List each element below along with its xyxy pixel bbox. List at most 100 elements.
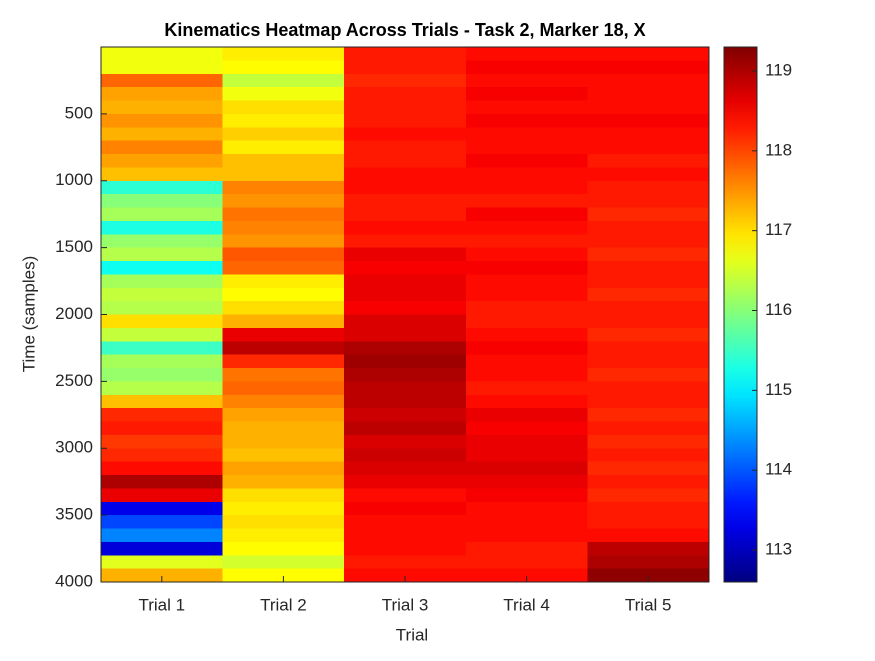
heatmap-cell <box>222 194 345 208</box>
heatmap-cell <box>101 100 224 115</box>
heatmap-cell <box>465 394 588 409</box>
x-tick-label: Trial 4 <box>503 595 550 614</box>
heatmap-cell <box>222 261 345 275</box>
heatmap-cell <box>344 261 467 275</box>
heatmap-cell <box>465 47 588 61</box>
heatmap-cell <box>101 341 224 356</box>
heatmap-cell <box>344 381 467 396</box>
heatmap-cell <box>344 354 467 369</box>
heatmap-cell <box>101 394 224 409</box>
heatmap-cell <box>465 287 588 302</box>
heatmap-cell <box>101 60 224 75</box>
heatmap-cell <box>587 528 710 543</box>
heatmap-cell <box>101 113 224 128</box>
heatmap-cell <box>344 515 467 529</box>
heatmap-cell <box>465 368 588 382</box>
heatmap-cell <box>465 220 588 235</box>
heatmap-cell <box>587 555 710 570</box>
heatmap-cell <box>222 100 345 115</box>
x-tick-label: Trial 5 <box>625 595 672 614</box>
heatmap-cell <box>222 528 345 543</box>
heatmap-cell <box>101 140 224 155</box>
heatmap-cell <box>101 247 224 262</box>
heatmap-cell <box>101 515 224 529</box>
heatmap-cell <box>101 327 224 342</box>
heatmap-cell <box>101 568 224 583</box>
colorbar-tick-label: 117 <box>765 220 792 239</box>
heatmap-cell <box>222 434 345 449</box>
heatmap-cell <box>587 60 710 75</box>
heatmap-cell <box>465 167 588 182</box>
heatmap-cell <box>465 87 588 101</box>
heatmap-cell <box>101 87 224 101</box>
heatmap-cell <box>222 87 345 101</box>
heatmap-cell <box>587 301 710 315</box>
heatmap-cell <box>222 167 345 182</box>
heatmap-cell <box>465 314 588 329</box>
heatmap-cell <box>344 421 467 436</box>
heatmap-cell <box>587 421 710 436</box>
heatmap-cell <box>344 194 467 208</box>
heatmap-cell <box>344 461 467 476</box>
heatmap-cell <box>344 47 467 61</box>
heatmap-cell <box>587 448 710 463</box>
heatmap-cell <box>465 127 588 142</box>
heatmap-cell <box>222 314 345 329</box>
heatmap-cell <box>465 180 588 195</box>
heatmap-cell <box>344 434 467 449</box>
heatmap-cell <box>344 368 467 382</box>
heatmap-cell <box>587 568 710 583</box>
heatmap-cell <box>222 220 345 235</box>
heatmap-cell <box>222 408 345 422</box>
heatmap-cell <box>101 301 224 315</box>
heatmap-cell <box>587 194 710 208</box>
heatmap-cell <box>587 47 710 61</box>
heatmap-cell <box>344 234 467 249</box>
heatmap-cell <box>101 528 224 543</box>
y-tick-label: 1000 <box>55 170 93 189</box>
heatmap-cell <box>222 301 345 315</box>
colorbar-tick-label: 116 <box>765 300 792 319</box>
heatmap-cell <box>587 100 710 115</box>
heatmap-cell <box>344 475 467 489</box>
heatmap-cell <box>344 541 467 556</box>
heatmap-cell <box>344 113 467 128</box>
heatmap-cell <box>101 448 224 463</box>
heatmap-cell <box>587 154 710 168</box>
heatmap-cell <box>465 113 588 128</box>
heatmap-cell <box>222 73 345 88</box>
heatmap-cell <box>587 488 710 503</box>
heatmap-cell <box>587 314 710 329</box>
heatmap-cell <box>465 247 588 262</box>
heatmap-cell <box>344 207 467 222</box>
heatmap-cell <box>222 287 345 302</box>
y-axis-label: Time (samples) <box>19 256 38 373</box>
heatmap-cell <box>101 555 224 570</box>
heatmap-cell <box>587 220 710 235</box>
heatmap-cell <box>101 434 224 449</box>
heatmap-cell <box>101 207 224 222</box>
heatmap-cell <box>465 207 588 222</box>
heatmap-cell <box>465 274 588 289</box>
heatmap-cell <box>101 488 224 503</box>
x-tick-label: Trial 2 <box>260 595 307 614</box>
heatmap-cell <box>101 220 224 235</box>
x-axis-label: Trial <box>396 625 428 644</box>
heatmap-cell <box>587 127 710 142</box>
heatmap-cell <box>222 47 345 61</box>
heatmap-cell <box>344 301 467 315</box>
heatmap-cell <box>101 461 224 476</box>
y-tick-label: 4000 <box>55 571 93 590</box>
x-tick-label: Trial 3 <box>382 595 429 614</box>
heatmap-cell <box>344 568 467 583</box>
heatmap-cell <box>344 274 467 289</box>
heatmap-cell <box>465 354 588 369</box>
heatmap-cell <box>465 568 588 583</box>
heatmap-cell <box>222 60 345 75</box>
colorbar-tick-label: 113 <box>765 540 792 559</box>
heatmap-cell <box>587 354 710 369</box>
heatmap-cell <box>344 100 467 115</box>
heatmap-cell <box>465 381 588 396</box>
y-tick-label: 3000 <box>55 438 93 457</box>
